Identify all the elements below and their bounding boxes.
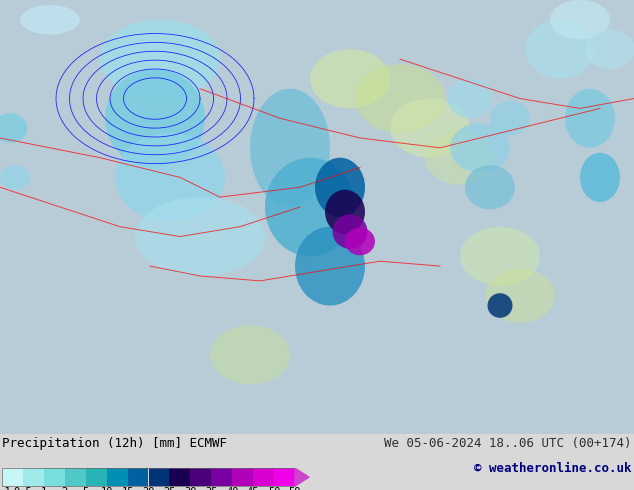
Text: 30: 30 (184, 487, 197, 490)
Ellipse shape (550, 0, 610, 39)
Ellipse shape (425, 131, 495, 185)
Bar (2, 468, 295, 486)
Text: We 05-06-2024 18..06 UTC (00+174): We 05-06-2024 18..06 UTC (00+174) (384, 437, 632, 450)
Bar (86, 468, 107, 486)
Bar (169, 468, 190, 486)
Ellipse shape (450, 123, 510, 172)
Bar (190, 468, 211, 486)
Bar (211, 468, 232, 486)
Ellipse shape (485, 269, 555, 323)
Ellipse shape (105, 69, 205, 168)
Bar (127, 468, 148, 486)
Text: 10: 10 (100, 487, 113, 490)
Text: 35: 35 (205, 487, 217, 490)
Bar (65, 468, 86, 486)
Text: 25: 25 (163, 487, 176, 490)
Bar (44, 468, 65, 486)
Bar (107, 468, 127, 486)
Ellipse shape (0, 165, 30, 190)
Text: 40: 40 (226, 487, 238, 490)
Bar (253, 468, 274, 486)
Text: © weatheronline.co.uk: © weatheronline.co.uk (474, 463, 632, 475)
Ellipse shape (0, 113, 27, 143)
Text: 0.5: 0.5 (13, 487, 32, 490)
Ellipse shape (355, 64, 445, 133)
Bar (2, 468, 23, 486)
Ellipse shape (295, 227, 365, 306)
Ellipse shape (135, 197, 265, 276)
Ellipse shape (265, 158, 355, 256)
Ellipse shape (332, 214, 368, 249)
Bar (148, 468, 169, 486)
Text: 1: 1 (41, 487, 47, 490)
Text: 2: 2 (61, 487, 68, 490)
Ellipse shape (310, 49, 390, 108)
Ellipse shape (390, 98, 470, 158)
Ellipse shape (250, 89, 330, 207)
Bar (23, 468, 44, 486)
Ellipse shape (448, 79, 493, 118)
Ellipse shape (490, 101, 530, 136)
Ellipse shape (325, 190, 365, 234)
Ellipse shape (115, 133, 225, 222)
Bar (274, 468, 295, 486)
Text: 50: 50 (268, 487, 280, 490)
Text: 0.1: 0.1 (0, 487, 11, 490)
Polygon shape (295, 468, 309, 486)
Ellipse shape (525, 20, 595, 79)
Ellipse shape (488, 293, 512, 318)
Text: Precipitation (12h) [mm] ECMWF: Precipitation (12h) [mm] ECMWF (2, 437, 227, 450)
Text: 15: 15 (121, 487, 134, 490)
Ellipse shape (585, 29, 634, 69)
Ellipse shape (580, 153, 620, 202)
Ellipse shape (100, 20, 220, 98)
Ellipse shape (20, 5, 80, 34)
Bar (232, 468, 253, 486)
Ellipse shape (465, 165, 515, 209)
Ellipse shape (315, 158, 365, 217)
Text: 50: 50 (288, 487, 301, 490)
Ellipse shape (345, 228, 375, 255)
Ellipse shape (565, 89, 615, 148)
Ellipse shape (460, 227, 540, 286)
Ellipse shape (210, 325, 290, 384)
Text: 5: 5 (82, 487, 89, 490)
Text: 20: 20 (142, 487, 155, 490)
Text: 45: 45 (247, 487, 259, 490)
